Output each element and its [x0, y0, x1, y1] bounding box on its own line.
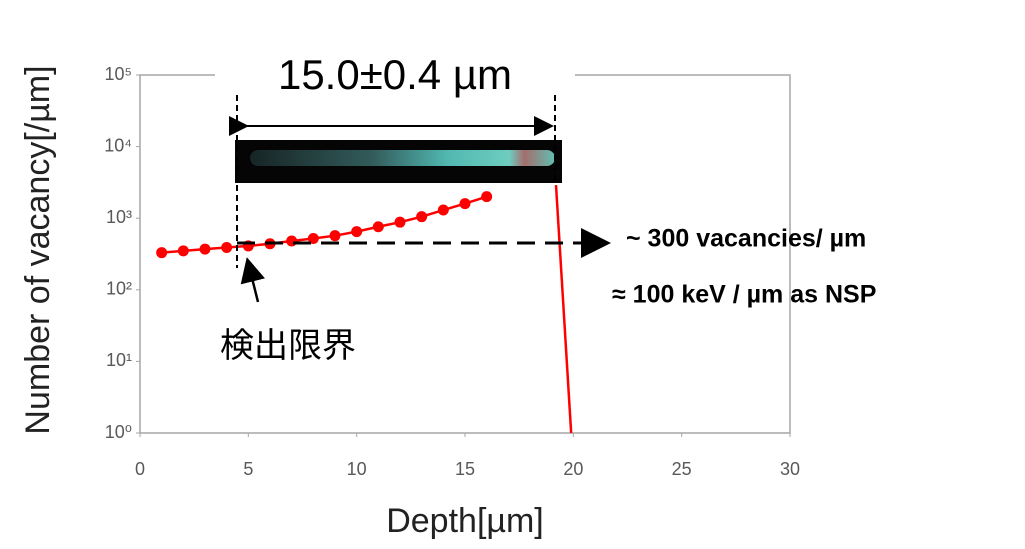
y-axis-label: Number of vacancy[/µm] — [19, 65, 57, 434]
x-tick-label: 25 — [672, 459, 692, 479]
x-tick-label: 0 — [135, 459, 145, 479]
range-label: 15.0±0.4 µm — [278, 51, 512, 98]
track-streak — [250, 150, 555, 166]
x-tick-label: 20 — [563, 459, 583, 479]
series-line — [161, 195, 488, 254]
x-axis-label: Depth[µm] — [386, 502, 544, 540]
data-point — [459, 198, 471, 210]
data-point — [394, 216, 406, 228]
y-tick-label: 10¹ — [106, 350, 132, 370]
data-point — [286, 235, 298, 247]
y-tick-label: 10⁴ — [104, 135, 132, 155]
data-point — [329, 230, 341, 242]
energy-label: ≈ 100 keV / µm as NSP — [612, 281, 876, 309]
data-point — [481, 191, 493, 203]
title-bg — [215, 55, 575, 97]
y-tick-label: 10⁰ — [105, 422, 132, 442]
data-point — [416, 211, 428, 223]
data-point — [177, 245, 189, 257]
data-point — [351, 226, 363, 238]
x-tick-label: 15 — [455, 459, 475, 479]
x-tick-label: 10 — [347, 459, 367, 479]
rate-label: ~ 300 vacancies/ µm — [626, 225, 866, 253]
series-line — [554, 185, 573, 434]
y-tick-label: 10² — [106, 279, 132, 299]
data-point — [221, 241, 233, 253]
x-tick-label: 30 — [780, 459, 800, 479]
data-point — [307, 233, 319, 245]
data-point — [372, 221, 384, 233]
limit-label: 検出限界 — [220, 327, 356, 365]
y-tick-label: 10³ — [106, 207, 132, 227]
y-tick-label: 10⁵ — [105, 64, 132, 84]
data-point — [156, 247, 168, 259]
x-tick-label: 5 — [243, 459, 253, 479]
data-point — [199, 243, 211, 255]
data-point — [437, 204, 449, 216]
limit-arrow — [240, 257, 265, 303]
